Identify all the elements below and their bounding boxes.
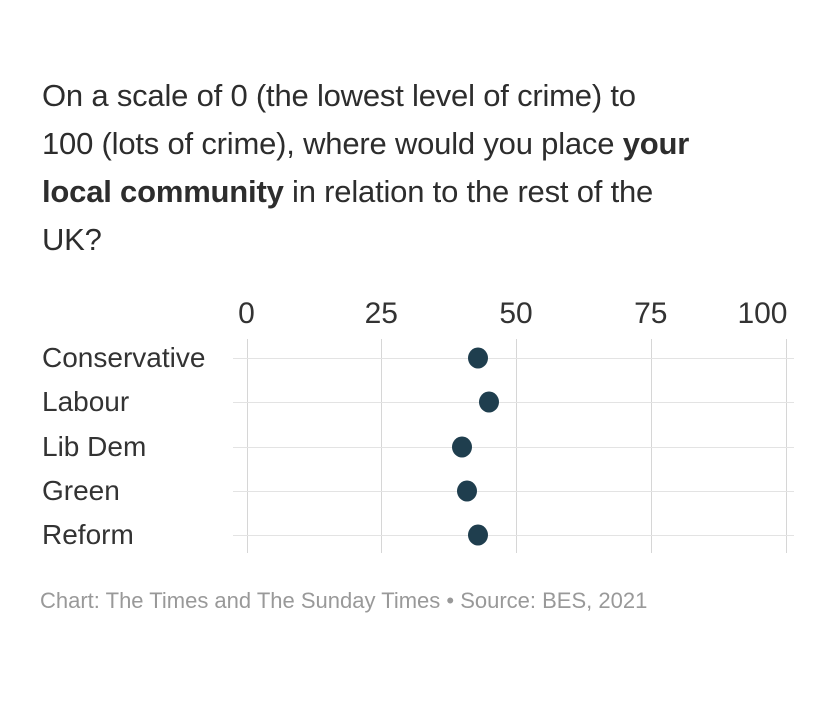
data-point-dot[interactable] bbox=[468, 347, 489, 369]
data-point-dot[interactable] bbox=[457, 480, 478, 502]
title-line: On a scale of 0 (the lowest level of cri… bbox=[42, 72, 812, 120]
category-label: Conservative bbox=[42, 342, 206, 373]
x-axis-tick-label: 100 bbox=[737, 297, 788, 330]
category-label: Green bbox=[42, 474, 120, 506]
category-label: Labour bbox=[42, 386, 130, 418]
vertical-gridline bbox=[246, 339, 248, 553]
title-line: UK? bbox=[42, 216, 812, 264]
vertical-gridline bbox=[650, 339, 652, 553]
title-segment: local community bbox=[42, 174, 284, 209]
x-axis-tick-label: 50 bbox=[499, 297, 533, 330]
row-gridline bbox=[233, 490, 794, 492]
title-line: 100 (lots of crime), where would you pla… bbox=[42, 120, 812, 168]
x-axis-tick-label: 0 bbox=[238, 297, 255, 330]
x-axis-tick-label: 75 bbox=[634, 297, 668, 330]
vertical-gridline bbox=[381, 339, 383, 553]
chart-title: On a scale of 0 (the lowest level of cri… bbox=[42, 72, 812, 264]
row-gridline bbox=[233, 358, 794, 359]
title-segment: your bbox=[622, 126, 690, 161]
vertical-gridline bbox=[785, 339, 787, 553]
data-point-dot[interactable] bbox=[479, 391, 500, 413]
data-point-dot[interactable] bbox=[452, 436, 473, 458]
row-gridline bbox=[233, 535, 794, 537]
title-segment: in relation to the rest of the bbox=[283, 174, 654, 209]
chart-footer: Chart: The Times and The Sunday Times • … bbox=[40, 588, 648, 613]
vertical-gridline bbox=[516, 339, 517, 553]
title-segment: UK? bbox=[42, 222, 102, 257]
title-segment: 100 (lots of crime), where would you pla… bbox=[42, 126, 623, 161]
category-label: Reform bbox=[42, 519, 134, 551]
x-axis-tick-label: 25 bbox=[364, 297, 398, 330]
title-line: local community in relation to the rest … bbox=[42, 168, 812, 216]
title-segment: On a scale of 0 (the lowest level of cri… bbox=[42, 78, 636, 113]
row-gridline bbox=[233, 446, 794, 448]
category-label: Lib Dem bbox=[42, 430, 147, 462]
data-point-dot[interactable] bbox=[468, 524, 489, 546]
row-gridline bbox=[233, 402, 794, 404]
